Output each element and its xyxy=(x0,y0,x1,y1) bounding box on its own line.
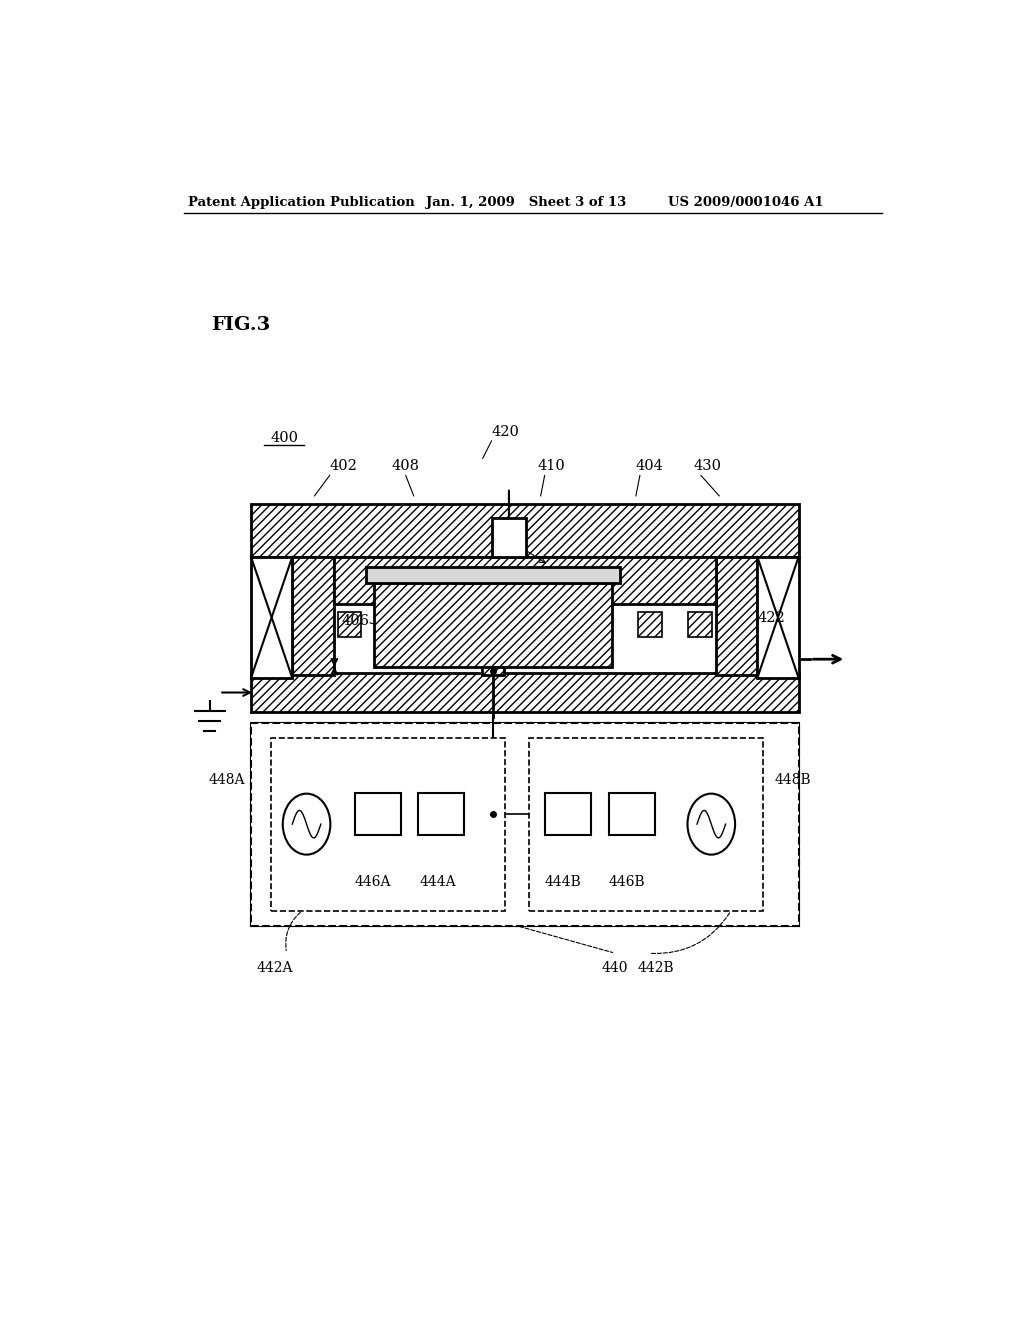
FancyArrowPatch shape xyxy=(650,913,730,953)
Text: 448A: 448A xyxy=(208,774,245,788)
Bar xyxy=(374,583,612,667)
Bar xyxy=(716,557,758,675)
Text: 400: 400 xyxy=(270,432,298,445)
Text: 442B: 442B xyxy=(637,961,674,975)
FancyArrowPatch shape xyxy=(519,927,612,953)
Bar xyxy=(758,557,799,678)
Text: 446A: 446A xyxy=(354,875,391,888)
Bar xyxy=(546,792,592,836)
Text: Jan. 1, 2009   Sheet 3 of 13: Jan. 1, 2009 Sheet 3 of 13 xyxy=(426,195,626,209)
Bar xyxy=(388,611,412,638)
Bar xyxy=(487,611,512,638)
Bar xyxy=(251,722,799,925)
Text: 420: 420 xyxy=(492,425,520,440)
Text: 404: 404 xyxy=(636,459,664,474)
Bar xyxy=(688,611,712,638)
Text: 446B: 446B xyxy=(608,875,645,888)
FancyArrowPatch shape xyxy=(286,912,300,950)
Bar xyxy=(493,519,525,557)
Bar xyxy=(367,568,621,583)
Bar xyxy=(638,611,662,638)
Bar xyxy=(251,722,799,925)
Bar xyxy=(251,673,799,713)
Bar xyxy=(338,611,361,638)
Bar xyxy=(334,557,716,605)
Bar xyxy=(251,557,292,678)
Bar xyxy=(609,792,655,836)
Text: 410: 410 xyxy=(538,459,565,474)
Bar xyxy=(588,611,612,638)
Text: 448B: 448B xyxy=(775,774,811,788)
Bar xyxy=(251,504,799,557)
Text: US 2009/0001046 A1: US 2009/0001046 A1 xyxy=(668,195,823,209)
Text: FIG.3: FIG.3 xyxy=(211,315,270,334)
Bar xyxy=(538,611,562,638)
Text: 422: 422 xyxy=(758,611,785,624)
Text: 444B: 444B xyxy=(545,875,582,888)
Text: 440: 440 xyxy=(602,961,629,975)
Text: W: W xyxy=(500,529,515,544)
Bar xyxy=(482,667,504,675)
Bar xyxy=(437,611,462,638)
Bar xyxy=(528,738,763,911)
Text: 430: 430 xyxy=(693,459,721,474)
Bar xyxy=(355,792,401,836)
Bar xyxy=(270,738,505,911)
Text: 402: 402 xyxy=(330,459,357,474)
Bar xyxy=(292,557,334,675)
Text: 442A: 442A xyxy=(257,961,293,975)
Text: Patent Application Publication: Patent Application Publication xyxy=(187,195,415,209)
Bar xyxy=(419,792,465,836)
Text: 444A: 444A xyxy=(419,875,456,888)
Text: 408: 408 xyxy=(392,459,420,474)
Text: 406: 406 xyxy=(342,614,370,628)
